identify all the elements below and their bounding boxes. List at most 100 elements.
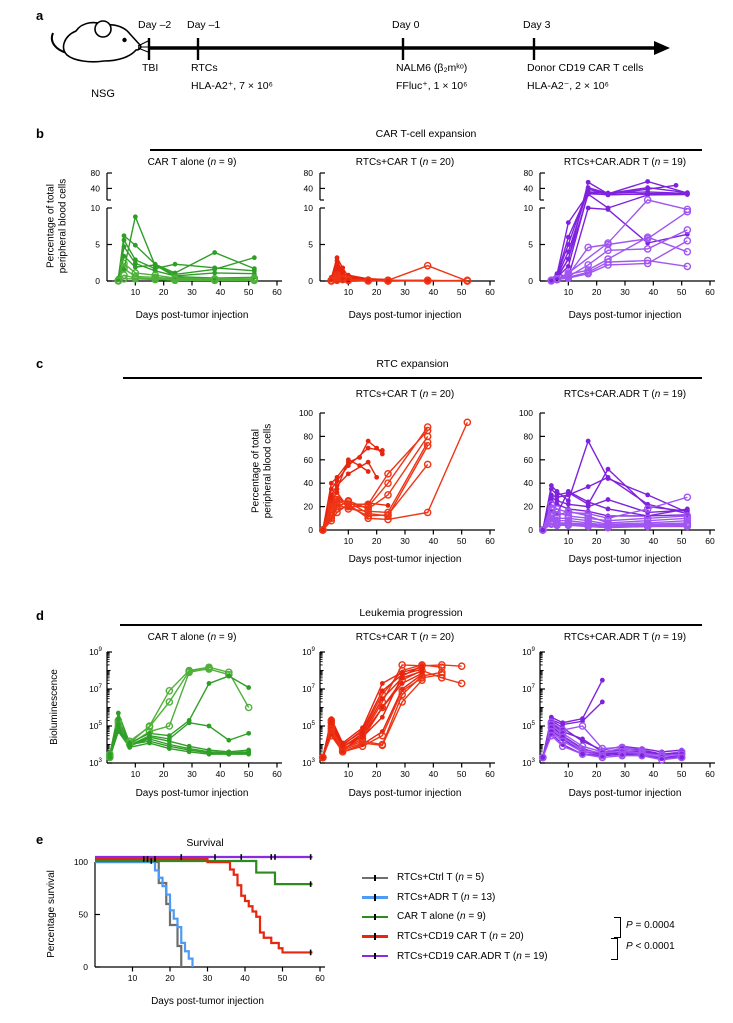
data-point-filled [379,448,385,453]
data-point-open [364,507,372,516]
data-point-filled [540,755,546,760]
tick-label: 10 [91,203,101,213]
legend-censor-tick [374,894,376,901]
chart-leukemia-rtcs-car-t: 10 20 30 40 50 60 Days post-tumor injection 103… [302,632,495,799]
data-point-filled [554,498,560,504]
data-point-filled [246,685,252,690]
data-point-open [604,246,612,255]
data-point-filled [345,471,351,477]
data-point-filled [554,494,560,500]
tick-label: 60 [705,769,715,779]
chart-title: CAR T alone (n = 9) [148,157,237,168]
data-point-open [598,753,607,762]
data-point-open [145,723,154,731]
chart-leukemia-rtcs-car-adr-t: 10 20 30 40 50 60 Days post-tumor injection 103… [522,632,715,799]
data-point-filled [565,256,571,262]
data-point-filled [684,506,690,512]
data-point-open [658,755,666,764]
data-point-open [333,498,341,506]
tick-label: 40 [304,478,314,488]
data-point-open [547,500,556,509]
km-curve [95,857,313,954]
tick-label: 40 [91,183,101,193]
tick-label: 30 [400,287,410,297]
tick-label: 40 [429,536,439,546]
data-point-filled [328,486,334,492]
data-point-open [564,520,573,528]
chart-car-t-expansion-rtcs-car-adr-t: 10 20 30 40 50 60 Days post-tumor injection 0 5 1… [524,157,715,321]
data-point-open [677,753,686,762]
tick-label: 103 [89,757,102,768]
data-point-open [364,505,372,513]
data-point-open [683,262,692,271]
tick-label: 50 [244,287,254,297]
tick-label: 0 [528,276,533,286]
data-point-open [578,722,587,730]
tick-label: 40 [216,769,226,779]
series-line [542,515,688,531]
data-point-open [423,438,432,447]
tick-label: 80 [304,168,314,178]
data-point-open [319,753,327,762]
data-point-filled [585,504,591,509]
data-point-open [643,245,652,253]
tick-label: 20 [159,287,169,297]
data-point-open [438,670,446,679]
data-point-filled [132,214,138,220]
data-point-filled [107,755,113,760]
tick-label: 107 [89,683,102,694]
mouse-icon [50,20,149,63]
legend-label: RTCs+ADR T (n = 13) [397,891,496,903]
tick-label: 20 [372,769,382,779]
data-point-open [120,271,128,279]
chart-title: RTCs+CAR.ADR T (n = 19) [564,389,686,400]
tick-label: 40 [649,287,659,297]
data-point-filled [645,179,651,184]
tick-label: 20 [372,287,382,297]
tick-label: 100 [299,408,313,418]
tick-label: 80 [304,431,314,441]
data-point-filled [320,755,326,760]
data-point-filled [585,205,591,211]
timeline-arrowhead [654,41,670,55]
data-point-open [344,502,353,511]
tick-label: 10 [564,769,574,779]
data-point-filled [357,463,363,469]
data-point-filled [121,233,127,239]
tick-label: 109 [302,646,315,657]
km-curve [95,859,313,886]
data-point-open [378,741,387,750]
timeline-event-label: NALM6 (β₂mᵏᵒ) [396,62,467,74]
data-point-open [327,516,336,525]
data-point-filled [121,266,127,272]
data-point-open [333,495,341,504]
data-point-filled [565,264,571,269]
panel-label-e: e [36,832,44,847]
data-point-open [423,276,432,285]
tick-label: 80 [91,168,101,178]
data-point-open [344,505,353,513]
data-point-filled [548,494,554,500]
mouse-eye [122,37,127,43]
data-point-open [423,423,432,431]
data-point-filled [246,751,252,757]
tick-label: 60 [485,287,495,297]
x-axis-label: Days post-tumor injection [569,788,682,799]
tick-label: 50 [244,769,254,779]
data-point-open [604,258,612,266]
data-point-open [327,512,336,520]
tick-label: 40 [649,769,659,779]
data-point-open [643,522,652,531]
data-point-filled [605,497,611,502]
x-axis-label: Days post-tumor injection [136,310,249,321]
data-point-open [333,493,341,502]
tick-label: 20 [304,502,314,512]
timeline-day-label: Day 3 [523,19,551,31]
data-point-filled [585,438,591,444]
x-axis-label: Days post-tumor injection [349,310,462,321]
x-axis-label: Days post-tumor injection [349,788,462,799]
tick-label: 50 [677,769,687,779]
timeline-event-label: FFluc⁺, 1 × 10⁶ [396,80,467,92]
data-point-filled [379,714,385,720]
data-point-filled [360,734,365,740]
